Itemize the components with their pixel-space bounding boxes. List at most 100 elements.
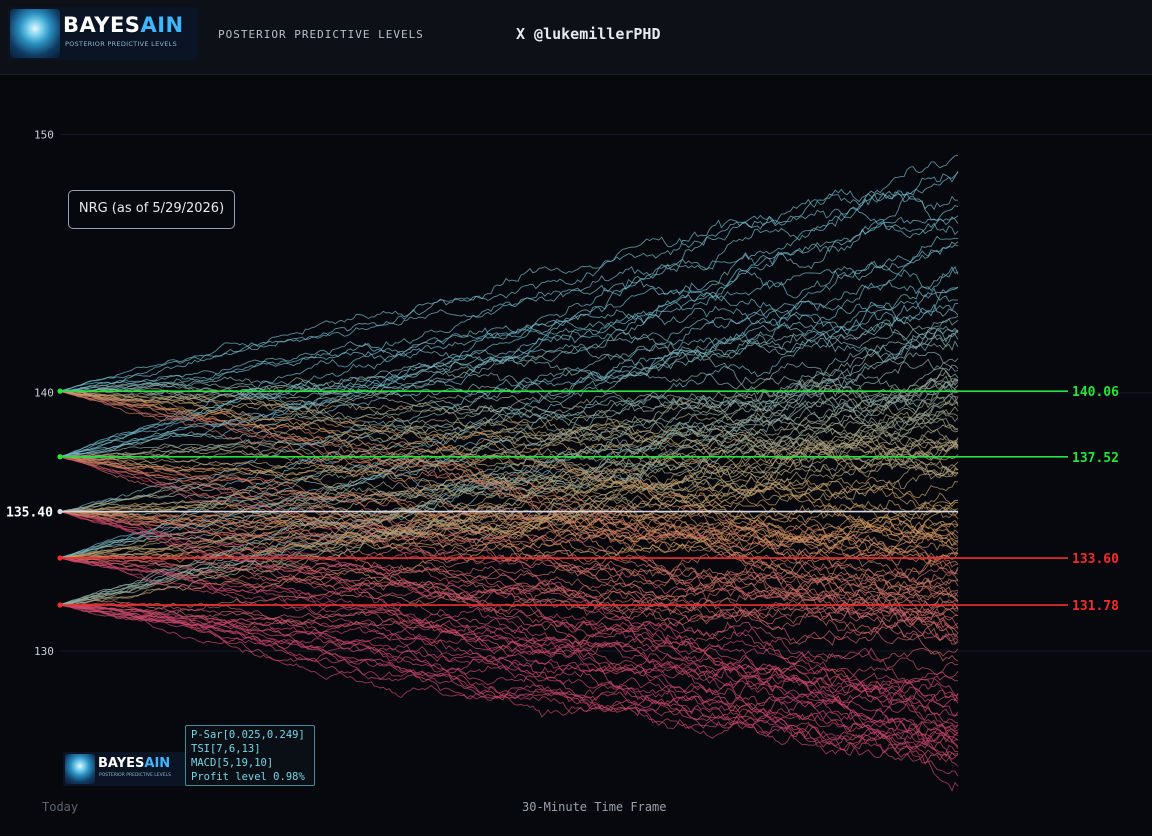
simulated-path [60, 434, 959, 514]
simulated-path [59, 604, 959, 728]
simulated-path [60, 604, 959, 745]
posterior-chart: 140.06 137.52 133.60 131.78 135.40 150 140 130 [6, 128, 1152, 792]
simulated-path [59, 190, 959, 392]
simulated-path [59, 511, 959, 615]
simulated-path [59, 511, 959, 561]
simulated-path [59, 604, 959, 767]
simulated-path [59, 315, 959, 392]
current-price-dot [57, 508, 63, 515]
simulated-path [59, 433, 959, 512]
simulated-path [59, 510, 959, 614]
level-label-140.06: 140.06 [1072, 385, 1119, 400]
simulated-path [59, 154, 959, 392]
brain-logo-icon [65, 754, 95, 784]
simulated-path [59, 390, 959, 547]
simulated-path [59, 557, 958, 620]
simulated-path [59, 456, 959, 624]
simulated-path [59, 456, 959, 544]
simulated-path [59, 265, 959, 392]
brain-logo-icon [10, 9, 60, 58]
simulated-path [59, 396, 959, 559]
simulated-path [59, 604, 959, 688]
simulated-path [59, 390, 959, 514]
simulated-path [59, 557, 959, 646]
logo-subtitle: POSTERIOR PREDICTIVE LEVELS [65, 40, 178, 48]
x-axis-label: 30-Minute Time Frame [522, 800, 667, 814]
author-handle: X @lukemillerPHD [516, 25, 661, 43]
y-tick-label: 150 [34, 128, 54, 141]
page-title: POSTERIOR PREDICTIVE LEVELS [218, 28, 424, 41]
simulated-path [59, 511, 959, 691]
simulated-path [59, 557, 959, 716]
simulated-path [59, 390, 959, 597]
simulated-path [59, 510, 959, 555]
header-bar: BAYESAIN POSTERIOR PREDICTIVE LEVELS POS… [0, 0, 1152, 75]
simulated-path [59, 556, 959, 619]
watermark-logo: BAYESAIN POSTERIOR PREDICTIVE LEVELS [63, 752, 186, 786]
simulated-path [59, 456, 959, 618]
simulated-path [59, 557, 959, 743]
simulated-path [59, 377, 959, 512]
simulated-path [59, 406, 959, 466]
simulated-path [59, 452, 959, 523]
simulated-path [59, 287, 959, 392]
level-start-dot [57, 454, 63, 460]
simulated-path [59, 377, 959, 559]
y-tick-label: 130 [34, 645, 54, 658]
simulated-path [59, 327, 959, 606]
indicator-profit: Profit level 0.98% [191, 771, 305, 783]
ticker-label: NRG (as of 5/29/2026) [68, 190, 235, 229]
simulated-path [59, 557, 959, 765]
simulated-path [59, 390, 959, 544]
simulated-path [59, 549, 959, 639]
simulated-path [59, 511, 959, 760]
simulated-path [59, 380, 959, 606]
simulated-paths [59, 154, 959, 792]
level-start-dot [57, 388, 63, 394]
simulated-path [59, 190, 958, 458]
simulated-path [59, 424, 959, 469]
simulated-path [59, 557, 959, 730]
simulated-path [59, 266, 959, 559]
simulated-path [59, 511, 959, 741]
simulated-path [59, 170, 959, 392]
simulated-path [59, 557, 959, 758]
indicator-tsi: TSI[7,6,13] [191, 743, 261, 755]
simulated-path [59, 411, 959, 512]
level-lines: 140.06 137.52 133.60 131.78 135.40 [6, 385, 1119, 614]
simulated-path [60, 379, 959, 422]
simulated-path [59, 390, 959, 477]
simulated-path [59, 604, 959, 756]
simulated-path [59, 350, 959, 397]
indicator-panel: P-Sar[0.025,0.249] TSI[7,6,13] MACD[5,19… [185, 725, 315, 786]
simulated-path [59, 445, 959, 559]
simulated-path [59, 602, 959, 665]
simulated-path [59, 241, 959, 458]
simulated-path [59, 244, 959, 458]
level-label-133.60: 133.60 [1072, 552, 1119, 567]
x-start-label: Today [42, 800, 79, 814]
indicator-psar: P-Sar[0.025,0.249] [191, 729, 305, 741]
simulated-path [59, 390, 959, 446]
simulated-path [59, 604, 959, 733]
simulated-path [60, 603, 959, 706]
logo-wordmark: BAYESAIN [63, 13, 184, 37]
simulated-path [59, 317, 959, 395]
level-label-131.78: 131.78 [1072, 599, 1119, 614]
simulated-path [59, 381, 959, 441]
y-axis: 150 140 130 [34, 128, 54, 658]
simulated-path [59, 604, 959, 712]
simulated-path [59, 456, 959, 704]
level-start-dot [57, 602, 63, 608]
simulated-path [59, 456, 959, 590]
indicator-macd: MACD[5,19,10] [191, 757, 274, 769]
simulated-path [59, 325, 959, 606]
simulated-path [59, 364, 959, 458]
simulated-path [59, 516, 959, 560]
watermark-subtitle: POSTERIOR PREDICTIVE LEVELS [99, 773, 171, 778]
simulated-path [59, 499, 959, 559]
simulated-path [59, 461, 959, 559]
watermark-wordmark: BAYESAIN [98, 756, 171, 771]
simulated-path [59, 318, 959, 559]
y-tick-label: 140 [34, 387, 54, 400]
